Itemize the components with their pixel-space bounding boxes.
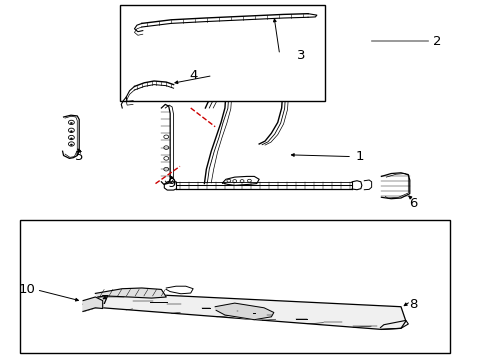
Text: 2: 2 [432,35,441,48]
Circle shape [70,144,72,145]
Text: 7: 7 [101,294,109,307]
Polygon shape [83,293,405,329]
Polygon shape [215,303,273,320]
Text: 3: 3 [296,49,305,62]
Bar [20,220,449,353]
Text: 10: 10 [19,283,35,296]
Text: 8: 8 [408,298,417,311]
Circle shape [70,131,72,132]
Polygon shape [95,288,166,298]
Text: 6: 6 [408,197,417,210]
Circle shape [70,122,72,124]
Text: 9: 9 [166,177,175,190]
Text: 1: 1 [354,150,363,163]
Polygon shape [83,297,102,311]
Circle shape [70,138,72,139]
Text: 5: 5 [75,150,83,163]
Bar [120,5,325,101]
Text: 4: 4 [188,69,197,82]
